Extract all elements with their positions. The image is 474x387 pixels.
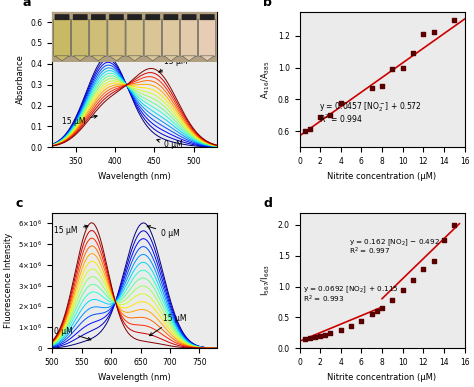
Point <box>399 287 406 293</box>
Text: y = 0.0692 [NO$_2$] + 0.115: y = 0.0692 [NO$_2$] + 0.115 <box>303 284 399 295</box>
Point <box>419 31 427 37</box>
X-axis label: Nitrite concentration (μM): Nitrite concentration (μM) <box>328 172 437 181</box>
Point <box>347 323 355 329</box>
Point <box>389 297 396 303</box>
Point <box>450 222 458 228</box>
Text: y = 0.0457 [NO$_2^-$] + 0.572: y = 0.0457 [NO$_2^-$] + 0.572 <box>319 100 422 114</box>
Point <box>321 332 329 338</box>
Point <box>373 308 381 314</box>
Text: 15 μM: 15 μM <box>159 57 188 72</box>
Text: d: d <box>263 197 272 210</box>
Text: 0 μM: 0 μM <box>55 327 91 340</box>
Point <box>409 277 417 284</box>
Point <box>409 50 417 56</box>
Text: R$^2$ = 0.997: R$^2$ = 0.997 <box>349 246 391 257</box>
Text: 15 μM: 15 μM <box>62 115 97 127</box>
Point <box>306 335 314 341</box>
Point <box>311 334 319 340</box>
Point <box>327 329 334 336</box>
Point <box>337 100 345 106</box>
Y-axis label: Fluorescence Intensity: Fluorescence Intensity <box>4 233 13 328</box>
Point <box>317 114 324 120</box>
Point <box>399 64 406 70</box>
Point <box>440 237 447 243</box>
Text: c: c <box>16 197 23 210</box>
Y-axis label: A$_{416}$/A$_{385}$: A$_{416}$/A$_{385}$ <box>260 60 272 99</box>
Point <box>430 29 438 36</box>
Y-axis label: I$_{567}$/I$_{663}$: I$_{567}$/I$_{663}$ <box>260 264 272 296</box>
Point <box>306 126 314 132</box>
Point <box>337 327 345 333</box>
Text: R$^2$ = 0.993: R$^2$ = 0.993 <box>303 293 344 305</box>
Text: 0 μM: 0 μM <box>157 139 182 149</box>
Text: 15 μM: 15 μM <box>55 225 88 235</box>
Point <box>301 128 309 135</box>
X-axis label: Nitrite concentration (μM): Nitrite concentration (μM) <box>328 373 437 382</box>
Point <box>378 305 386 311</box>
Text: 0 μM: 0 μM <box>147 226 180 238</box>
Text: 0 μM: 0 μM <box>80 53 102 62</box>
Point <box>389 66 396 72</box>
Text: a: a <box>22 0 31 9</box>
Point <box>327 112 334 118</box>
X-axis label: Wavelength (nm): Wavelength (nm) <box>98 373 171 382</box>
Point <box>368 311 375 317</box>
Point <box>450 17 458 23</box>
Y-axis label: Absorbance: Absorbance <box>16 55 25 104</box>
Text: R$^2$ = 0.994: R$^2$ = 0.994 <box>319 113 363 125</box>
Point <box>301 336 309 342</box>
Point <box>317 333 324 339</box>
Text: 15 μM: 15 μM <box>150 314 186 336</box>
X-axis label: Wavelength (nm): Wavelength (nm) <box>98 172 171 181</box>
Point <box>368 85 375 91</box>
Point <box>430 258 438 264</box>
Text: b: b <box>263 0 272 9</box>
Point <box>419 266 427 272</box>
Point <box>378 83 386 89</box>
Text: y = 0.162 [NO$_2$] − 0.492: y = 0.162 [NO$_2$] − 0.492 <box>349 237 440 248</box>
Point <box>357 317 365 324</box>
